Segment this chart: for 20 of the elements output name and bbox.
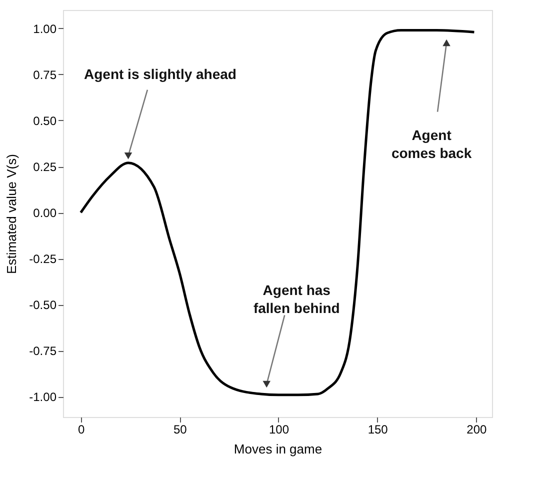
x-tick-label: 100 [268, 422, 290, 436]
y-tick-label: -0.75 [29, 344, 57, 358]
y-tick-label: 0.50 [33, 114, 57, 128]
y-tick-label: 0.75 [33, 68, 57, 82]
annotation: Agent comes back [391, 126, 472, 161]
annotation: Agent has fallen behind [253, 282, 340, 316]
y-tick-label: -0.50 [29, 298, 57, 312]
x-tick-label: 200 [466, 422, 488, 436]
y-tick-label: -0.25 [29, 252, 57, 266]
x-tick-label: 0 [78, 422, 85, 436]
y-tick-label: 1.00 [33, 22, 57, 36]
annotation: Agent is slightly ahead [84, 66, 236, 82]
y-tick-label: -1.00 [29, 390, 57, 404]
x-tick-label: 50 [173, 422, 188, 436]
x-axis-title: Moves in game [234, 442, 322, 456]
y-axis-title: Estimated value V(s) [4, 154, 20, 274]
x-tick-label: 150 [368, 422, 388, 436]
y-tick-label: 0.25 [33, 160, 57, 174]
y-tick-label: 0.00 [33, 206, 57, 220]
line-series [80, 29, 476, 396]
